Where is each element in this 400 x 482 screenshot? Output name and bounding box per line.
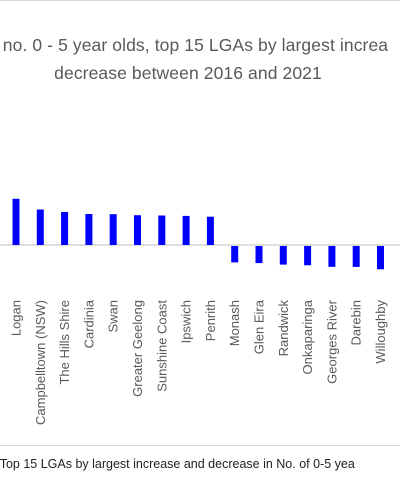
bar: [158, 215, 166, 245]
category-tick-label: Sunshine Coast: [154, 300, 169, 392]
category-tick-label: Randwick: [276, 300, 291, 357]
chart-plot: Logan Campbelltown (NSW) The Hills Shire Ca…: [0, 198, 400, 425]
bar: [279, 246, 287, 265]
category-tick-label: Glen Eira: [252, 299, 267, 354]
bar: [328, 246, 336, 267]
bar: [36, 209, 44, 245]
category-tick-label: Greater Geelong: [130, 300, 145, 397]
category-tick-label: Monash: [227, 300, 242, 346]
bar: [134, 215, 141, 245]
category-tick-label: Cairns: [397, 300, 400, 338]
category-tick-label: Onkaparinga: [300, 299, 315, 374]
category-tick-label: Swan: [106, 300, 121, 333]
bar: [304, 246, 312, 266]
category-tick-label: Ipswich: [179, 300, 194, 343]
category-tick-label: Penrith: [203, 300, 218, 341]
bar: [182, 215, 190, 245]
bar: [12, 198, 20, 245]
category-tick-label: Campbelltown (NSW): [33, 300, 48, 425]
chart-title-line-2: decrease between 2016 and 2021: [54, 63, 322, 83]
bar: [255, 246, 263, 264]
category-tick-label: Logan: [9, 300, 24, 336]
figure-caption: . Top 15 LGAs by largest increase and de…: [0, 457, 355, 471]
bar: [85, 214, 93, 245]
category-tick-label: Cardinia: [81, 299, 96, 348]
bar: [231, 246, 239, 263]
chart-area: n no. 0 - 5 year olds, top 15 LGAs by la…: [0, 0, 400, 446]
category-tick-label: Georges River: [324, 299, 339, 383]
bar: [352, 246, 360, 267]
bar: [206, 216, 214, 245]
category-tick-label: The Hills Shire: [57, 300, 72, 385]
chart-title-line-1: n no. 0 - 5 year olds, top 15 LGAs by la…: [0, 35, 389, 55]
bar: [61, 212, 69, 245]
bar: [377, 246, 384, 270]
bar: [109, 214, 117, 245]
category-tick-label: Willoughby: [373, 300, 388, 364]
category-tick-label: Darebin: [349, 300, 364, 346]
